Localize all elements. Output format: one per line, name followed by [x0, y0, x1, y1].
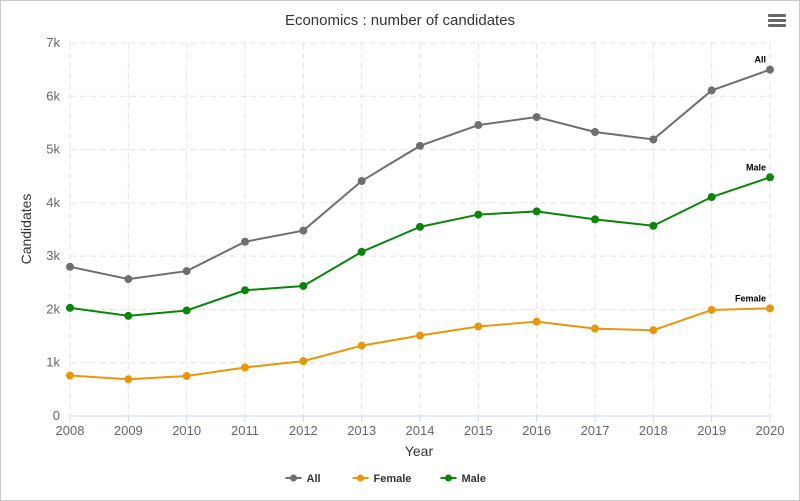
data-point-male[interactable]: [474, 210, 483, 219]
series-female: Female: [66, 293, 774, 384]
data-point-all[interactable]: [532, 113, 541, 122]
data-point-male[interactable]: [591, 215, 599, 224]
series-layer: All Female Male: [66, 55, 774, 384]
data-point-male[interactable]: [532, 207, 541, 216]
data-point-male[interactable]: [357, 247, 366, 256]
legend-label: Female: [374, 473, 412, 485]
data-point-female[interactable]: [649, 326, 658, 335]
grid-lines: [69, 42, 771, 416]
data-point-all[interactable]: [182, 267, 191, 276]
data-point-male[interactable]: [299, 281, 308, 290]
x-axis-title: Year: [405, 443, 434, 459]
x-tick-label: 2017: [581, 423, 610, 438]
end-label-female: Female: [735, 293, 766, 303]
data-point-female[interactable]: [474, 322, 483, 331]
data-point-all[interactable]: [707, 86, 716, 95]
x-tick-label: 2013: [347, 423, 376, 438]
x-tick-label: 2016: [522, 423, 551, 438]
data-point-female[interactable]: [766, 304, 774, 313]
y-axis-ticks: 0 1k 2k 3k 4k 5k 6k 7k: [46, 35, 60, 423]
data-point-female[interactable]: [66, 371, 74, 380]
series-male: Male: [66, 162, 774, 320]
data-point-male[interactable]: [182, 306, 191, 315]
data-point-male[interactable]: [124, 311, 133, 320]
data-point-all[interactable]: [299, 226, 308, 235]
legend-marker: [290, 474, 297, 482]
x-tick-label: 2020: [756, 423, 785, 438]
x-tick-label: 2010: [172, 423, 201, 438]
data-point-all[interactable]: [241, 237, 249, 246]
menu-bar-icon: [768, 14, 786, 17]
data-point-male[interactable]: [66, 303, 74, 312]
data-point-all[interactable]: [124, 275, 133, 284]
hamburger-menu-icon[interactable]: [768, 14, 786, 30]
x-tick-label: 2012: [289, 423, 318, 438]
data-point-female[interactable]: [357, 341, 366, 350]
data-point-female[interactable]: [182, 372, 191, 381]
legend-label: Male: [462, 473, 486, 485]
data-point-male[interactable]: [416, 222, 424, 231]
x-tick-label: 2019: [697, 423, 726, 438]
legend: All Female Male: [285, 473, 486, 485]
menu-bar-icon: [768, 24, 786, 27]
data-point-all[interactable]: [649, 135, 658, 144]
data-point-female[interactable]: [241, 363, 249, 372]
data-point-male[interactable]: [241, 286, 249, 295]
chart-title: Economics : number of candidates: [285, 12, 515, 29]
y-tick-label: 4k: [46, 195, 60, 210]
legend-label: All: [307, 473, 321, 485]
data-point-all[interactable]: [474, 121, 483, 130]
data-point-female[interactable]: [532, 317, 541, 326]
data-point-female[interactable]: [299, 357, 308, 366]
data-point-all[interactable]: [357, 177, 366, 186]
data-point-female[interactable]: [707, 305, 716, 314]
x-tick-label: 2018: [639, 423, 668, 438]
y-tick-label: 7k: [46, 35, 60, 50]
end-label-all: All: [754, 55, 766, 65]
x-tick-label: 2015: [464, 423, 493, 438]
x-tick-label: 2014: [406, 423, 435, 438]
legend-item-all[interactable]: All: [285, 473, 321, 485]
x-tick-label: 2009: [114, 423, 143, 438]
x-tick-label: 2008: [56, 423, 85, 438]
data-point-all[interactable]: [766, 65, 774, 74]
data-point-female[interactable]: [124, 375, 133, 384]
y-tick-label: 1k: [46, 355, 60, 370]
menu-bar-icon: [768, 19, 786, 22]
y-tick-label: 3k: [46, 248, 60, 263]
data-point-male[interactable]: [766, 173, 774, 182]
y-tick-label: 6k: [46, 88, 60, 103]
legend-item-male[interactable]: Male: [440, 473, 486, 485]
data-point-male[interactable]: [649, 221, 658, 230]
y-tick-label: 0: [53, 408, 60, 423]
legend-item-female[interactable]: Female: [352, 473, 412, 485]
x-tick-label: 2011: [231, 423, 259, 438]
data-point-all[interactable]: [591, 127, 599, 136]
series-all: All: [66, 55, 774, 284]
x-axis-ticks: 2008 2009 2010 2011 2012 2013 2014 2015 2016 2017…: [56, 415, 785, 438]
y-tick-label: 2k: [46, 301, 60, 316]
data-point-female[interactable]: [416, 331, 424, 340]
y-tick-label: 5k: [46, 142, 60, 157]
end-label-male: Male: [746, 162, 766, 172]
data-point-all[interactable]: [416, 141, 424, 150]
data-point-all[interactable]: [66, 262, 74, 271]
legend-marker: [357, 474, 364, 482]
data-point-female[interactable]: [591, 324, 599, 333]
legend-marker: [445, 474, 452, 482]
data-point-male[interactable]: [707, 192, 716, 201]
y-axis-title: Candidates: [18, 194, 34, 265]
